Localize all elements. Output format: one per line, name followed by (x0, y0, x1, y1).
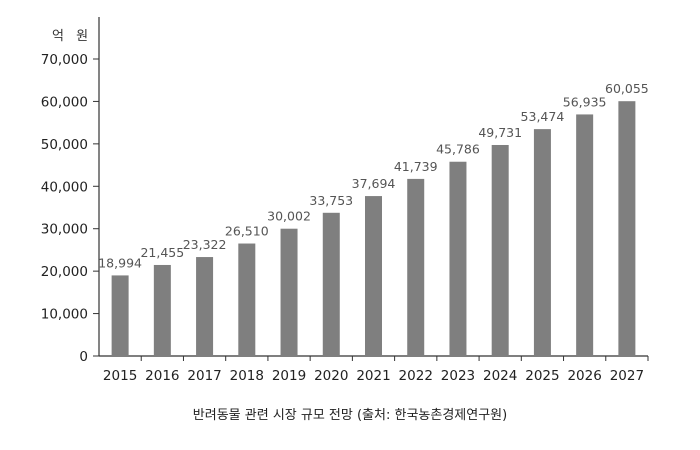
data-label: 41,739 (394, 159, 438, 174)
y-tick-label: 20,000 (41, 264, 88, 280)
y-tick-label: 60,000 (41, 94, 88, 110)
x-tick-label: 2025 (525, 368, 559, 384)
bar (280, 228, 298, 356)
data-label: 56,935 (563, 94, 607, 109)
x-tick-label: 2015 (103, 368, 137, 384)
y-axis-unit-label: 억 원 (52, 29, 93, 44)
bar (322, 212, 340, 356)
x-tick-label: 2019 (272, 368, 306, 384)
bar (238, 243, 256, 356)
bar (111, 275, 129, 356)
x-tick-label: 2024 (483, 368, 517, 384)
x-tick-label: 2023 (441, 368, 475, 384)
data-label: 49,731 (478, 125, 522, 140)
x-tick-label: 2017 (187, 368, 221, 384)
data-label: 45,786 (436, 142, 480, 157)
y-tick-label: 50,000 (41, 137, 88, 153)
bar (365, 196, 382, 356)
data-label: 60,055 (605, 81, 649, 96)
bar (449, 161, 467, 356)
x-tick-label: 2026 (567, 368, 601, 384)
data-label: 18,994 (98, 255, 142, 270)
data-label: 21,455 (140, 245, 184, 260)
y-tick-label: 0 (79, 349, 88, 365)
y-tick-label: 40,000 (41, 179, 88, 195)
bar (576, 114, 594, 357)
data-label: 26,510 (225, 224, 269, 239)
bar (618, 101, 636, 356)
x-tick-label: 2020 (314, 368, 348, 384)
data-label: 37,694 (352, 176, 396, 191)
x-tick-label: 2018 (230, 368, 264, 384)
x-tick-label: 2022 (399, 368, 433, 384)
data-label: 33,753 (309, 193, 353, 208)
y-tick-label: 10,000 (41, 307, 88, 323)
data-label: 53,474 (521, 109, 565, 124)
y-tick-label: 30,000 (41, 222, 88, 238)
bar (407, 178, 425, 356)
bar (153, 264, 171, 356)
x-tick-label: 2016 (145, 368, 179, 384)
data-label: 23,322 (183, 237, 227, 252)
bar (491, 144, 509, 356)
x-tick-label: 2027 (610, 368, 644, 384)
x-tick-label: 2021 (356, 368, 390, 384)
y-tick-label: 70,000 (41, 52, 88, 68)
data-label: 30,002 (267, 209, 311, 224)
bar (533, 129, 551, 356)
bar (196, 257, 214, 356)
bar-chart: 0 10,000 20,000 30,000 40,000 50,000 60,000 70,… (41, 17, 649, 384)
figure-caption: 반려동물 관련 시장 규모 전망 (출처: 한국농촌경제연구원) (192, 408, 508, 423)
